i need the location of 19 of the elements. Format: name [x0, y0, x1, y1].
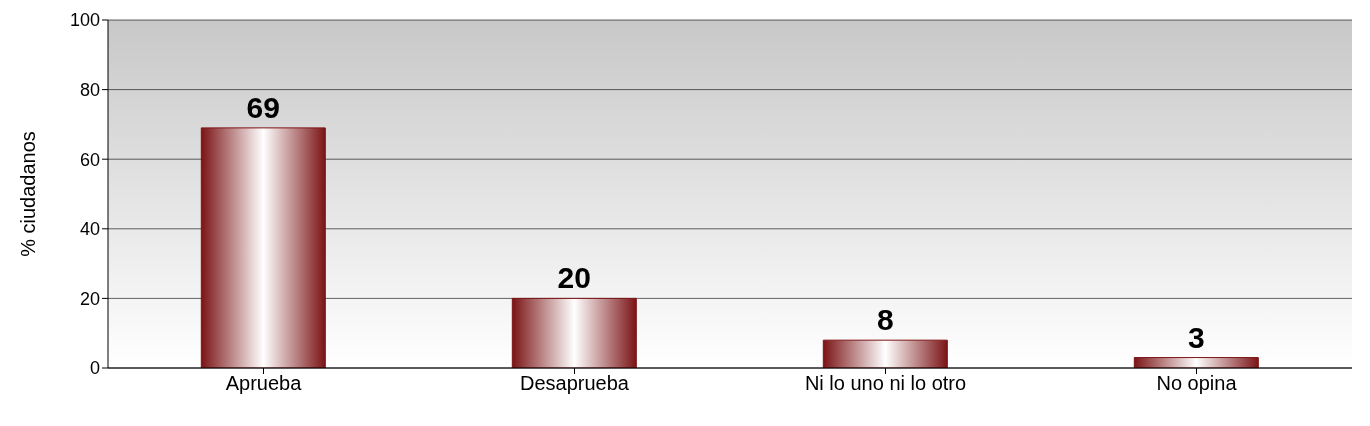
y-axis-title: % ciudadanos: [17, 131, 40, 257]
data-label: 8: [876, 303, 894, 337]
y-tick-label: 0: [89, 358, 100, 379]
y-tick-label: 20: [79, 288, 100, 309]
x-tick-label: Ni lo uno ni lo otro: [804, 372, 967, 395]
x-tick-label: Desaprueba: [520, 372, 630, 395]
bar: [1133, 357, 1259, 368]
data-label: 3: [1187, 320, 1205, 354]
y-tick-label: 100: [69, 10, 100, 31]
bar: [822, 339, 948, 368]
y-tick-label: 40: [79, 219, 100, 240]
data-label: 69: [246, 90, 280, 124]
bar: [200, 127, 326, 368]
x-tick-label: Aprueba: [225, 372, 303, 395]
data-label: 20: [557, 261, 591, 295]
bar: [511, 297, 637, 368]
y-tick-label: 60: [79, 149, 100, 170]
y-tick-label: 80: [79, 79, 100, 100]
x-tick-label: No opina: [1156, 372, 1238, 395]
